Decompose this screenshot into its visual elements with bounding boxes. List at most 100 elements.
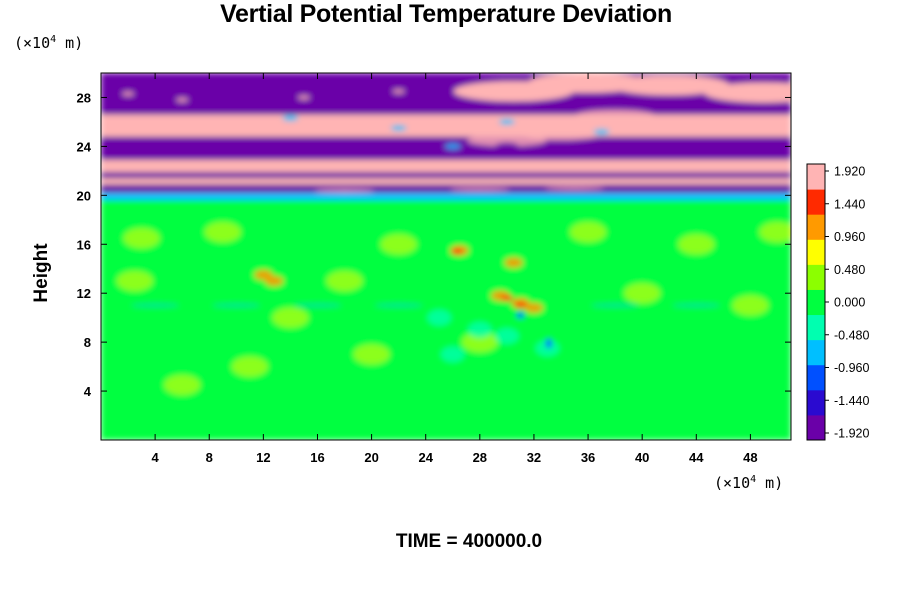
y-tick-label: 20	[77, 188, 91, 203]
field-patch	[374, 303, 423, 308]
colorbar-label: 0.000	[834, 296, 865, 310]
field-patch	[449, 187, 510, 192]
field-patch	[624, 283, 661, 304]
field-patch	[204, 222, 241, 243]
field-patch	[293, 303, 342, 308]
field-patch	[516, 312, 525, 319]
field-patch	[122, 91, 135, 96]
colorbar-label: -1.440	[834, 394, 869, 408]
x-unit-exponent: 4	[750, 474, 757, 485]
field-patch	[265, 275, 284, 286]
y-unit-suffix: m)	[56, 34, 84, 52]
colorbar-segment	[807, 189, 825, 215]
colorbar: 1.920 1.440 0.960 0.480 0.000 -0.480 -0.960 -1.…	[806, 163, 869, 441]
field-patch	[544, 185, 605, 190]
field-band	[101, 184, 791, 193]
y-tick-label: 24	[77, 139, 92, 154]
x-tick-label: 36	[581, 450, 595, 465]
colorbar-label: -0.480	[834, 328, 869, 342]
colorbar-segment	[807, 164, 825, 190]
field-patch	[461, 332, 498, 353]
x-unit-suffix: m)	[756, 474, 784, 492]
x-tick-label: 24	[418, 450, 433, 465]
field-patch	[353, 344, 390, 365]
field-patch	[494, 142, 519, 151]
field-patch	[549, 150, 573, 159]
field-patch	[630, 138, 655, 147]
x-tick-label: 4	[152, 450, 160, 465]
field-patch	[282, 115, 299, 122]
field-band	[101, 136, 791, 160]
y-tick-label: 16	[77, 237, 91, 252]
colorbar-label: 1.920	[834, 165, 865, 179]
y-unit-prefix: (×10	[14, 34, 51, 52]
colorbar-label: -0.960	[834, 361, 869, 375]
field-patch	[591, 303, 640, 308]
time-label: TIME = 400000.0	[395, 531, 543, 552]
field-patch	[392, 89, 405, 94]
field-patch	[230, 119, 243, 124]
field-patch	[176, 97, 189, 102]
field-patch	[440, 346, 465, 363]
field-band	[101, 172, 791, 179]
field-patch	[514, 302, 527, 309]
colorbar-segment	[807, 314, 825, 341]
field-patch	[535, 340, 560, 357]
field-patch	[444, 143, 461, 150]
plot-frame	[100, 72, 792, 441]
y-tick-label: 4	[84, 384, 92, 399]
colorbar-label: 1.440	[834, 197, 865, 211]
field-band	[101, 192, 791, 201]
x-tick-label: 32	[527, 450, 541, 465]
field-patch	[390, 125, 407, 132]
field-patch	[570, 222, 607, 243]
colorbar-segment	[807, 414, 825, 441]
field-patch	[609, 75, 730, 96]
field-patch	[272, 307, 309, 328]
x-axis-unit: (×104 m)	[714, 474, 783, 492]
field-patch	[524, 302, 543, 313]
field-patch	[326, 270, 363, 291]
colorbar-segment	[807, 339, 825, 366]
x-tick-label: 20	[364, 450, 378, 465]
field-patch	[678, 234, 715, 255]
field-patch	[380, 234, 417, 255]
field-patch	[450, 248, 463, 255]
colorbar-segment	[807, 289, 825, 316]
field-patch	[466, 134, 547, 147]
field-patch	[494, 328, 519, 345]
field-patch	[504, 257, 523, 268]
colorbar-segment	[807, 264, 825, 290]
field-patch	[254, 269, 273, 280]
field-patch	[759, 222, 791, 243]
y-tick-label: 8	[84, 335, 91, 350]
y-axis-unit: (×104 m)	[14, 34, 83, 52]
field-patch	[212, 303, 261, 308]
y-axis-ticks: 4 8 12 16 20 24 28	[77, 90, 791, 399]
field-patch	[359, 144, 384, 153]
field-patch	[427, 309, 452, 326]
field-band	[101, 114, 791, 137]
colorbar-segment	[807, 214, 825, 240]
field-patch	[314, 188, 375, 193]
field-patch	[116, 270, 153, 291]
field-patch	[593, 128, 610, 135]
colorbar-label: 0.960	[834, 230, 865, 244]
heatmap-field	[101, 73, 791, 440]
y-tick-label: 28	[77, 90, 91, 105]
colorbar-segment	[807, 364, 825, 391]
colorbar-label: -1.920	[834, 427, 869, 441]
field-patch	[297, 95, 310, 100]
field-patch	[575, 109, 656, 122]
x-tick-label: 48	[743, 450, 757, 465]
chart-title: Vertial Potential Temperature Deviation	[220, 0, 672, 28]
x-tick-label: 44	[689, 450, 704, 465]
x-tick-label: 16	[310, 450, 324, 465]
y-tick-label: 12	[77, 286, 91, 301]
field-patch	[672, 303, 721, 308]
field-patch	[231, 356, 268, 377]
field-patch	[545, 338, 552, 349]
field-band	[101, 159, 791, 173]
field-patch	[164, 374, 201, 395]
